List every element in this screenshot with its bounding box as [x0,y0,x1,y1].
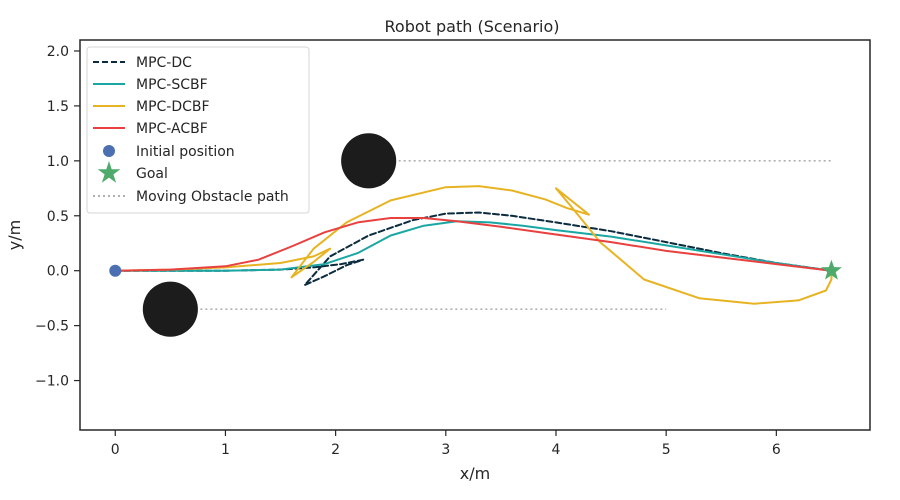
legend-label-initial-position: Initial position [136,144,235,160]
legend-label-mpc-acbf: MPC-ACBF [136,121,208,137]
legend-label-goal: Goal [136,166,168,182]
y-axis: 2.0 1.5 1.0 0.5 0.0 −0.5 −1.0 [35,44,80,390]
series-lines [114,185,833,305]
legend: MPC-DC MPC-SCBF MPC-DCBF MPC-ACBF Initia… [86,46,310,214]
y-tick-label: 2.0 [47,44,69,60]
obstacle-paths [170,160,832,310]
legend-swatch-goal [97,161,121,183]
legend-label-mpc-dc: MPC-DC [136,55,192,71]
x-tick-label: 3 [441,442,450,458]
x-axis: 0 1 2 3 4 5 6 [111,430,781,458]
series-mpc-dcbf [114,185,833,305]
initial-position-marker [109,264,122,277]
legend-label-mpc-dcbf: MPC-DCBF [136,99,210,115]
legend-label-mpc-scbf: MPC-SCBF [136,77,208,93]
goal-marker [821,259,842,280]
y-tick-label: −1.0 [35,374,69,390]
y-tick-label: 0.0 [47,264,69,280]
y-tick-label: 1.0 [47,154,69,170]
markers [109,259,842,280]
legend-box [86,46,310,214]
x-tick-label: 0 [111,442,120,458]
y-tick-label: 0.5 [47,209,69,225]
x-tick-label: 4 [552,442,561,458]
chart-title: Robot path (Scenario) [385,17,560,36]
obstacles [142,133,397,337]
x-tick-label: 5 [662,442,671,458]
obstacle-1 [341,133,397,189]
y-axis-title: y/m [5,220,24,250]
x-tick-label: 1 [221,442,230,458]
y-tick-label: −0.5 [35,319,69,335]
x-tick-label: 2 [331,442,340,458]
x-axis-title: x/m [460,464,490,483]
obstacle-2 [142,281,198,337]
plot-frame [79,39,871,431]
y-tick-label: 1.5 [47,99,69,115]
legend-swatch-initial-position [103,145,115,157]
series-mpc-acbf [114,217,833,272]
x-tick-label: 6 [772,442,781,458]
legend-label-obstacle-path: Moving Obstacle path [136,189,289,205]
